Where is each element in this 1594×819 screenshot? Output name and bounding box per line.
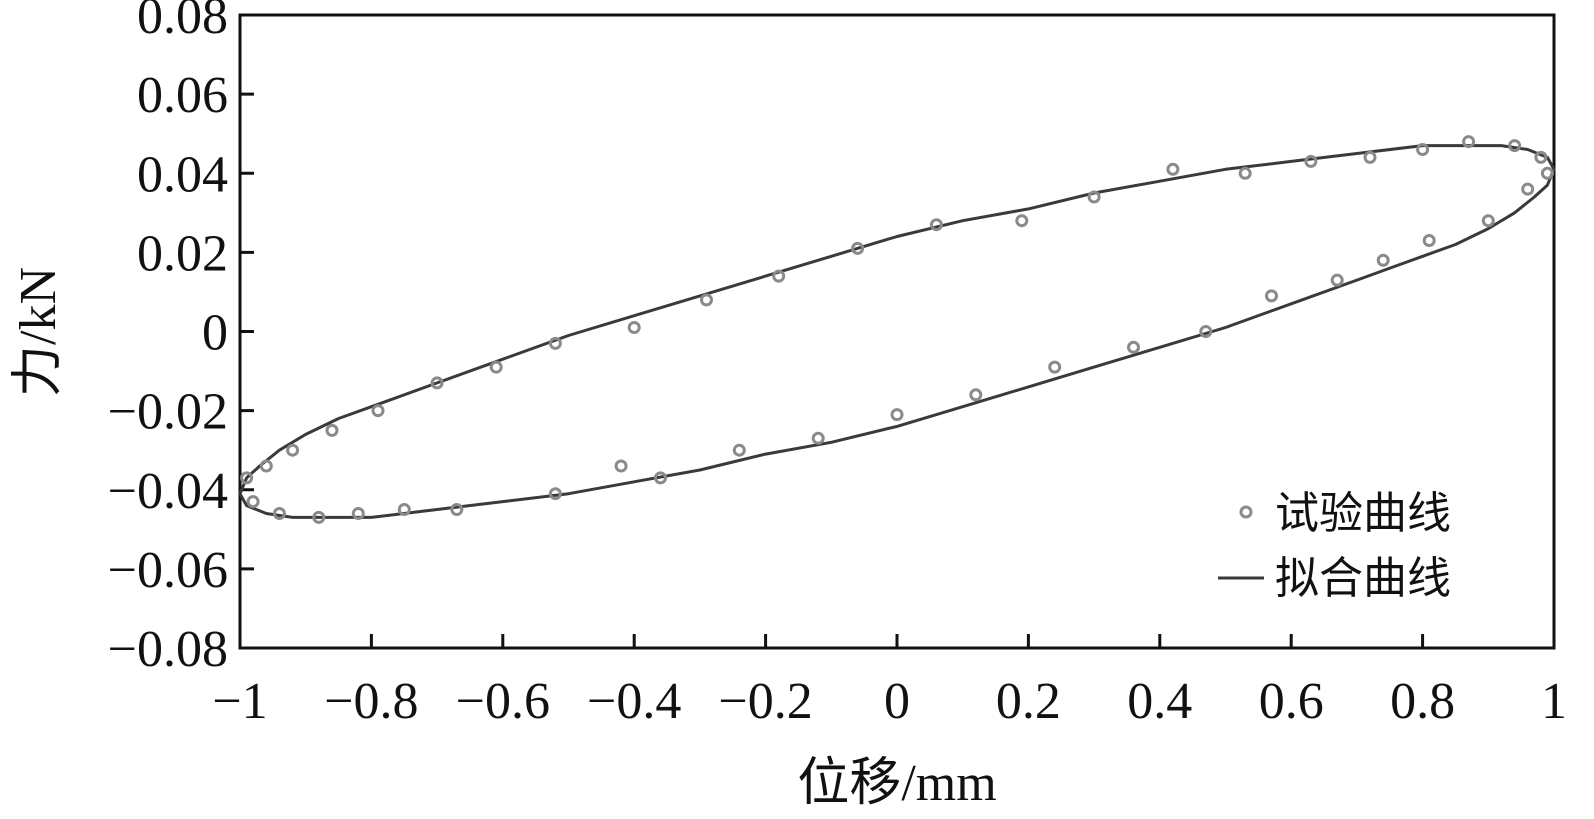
x-tick-label: 0.8 — [1390, 673, 1455, 730]
experiment-data-point — [312, 510, 326, 524]
y-tick-label: −0.08 — [108, 621, 228, 678]
y-axis-ticks: 0.08 0.06 0.04 0.02 0 −0.02 −0.04 −0.06 −0.08 — [108, 0, 254, 678]
x-tick-label: 1 — [1541, 673, 1567, 730]
experiment-data-point — [351, 507, 365, 520]
experiment-data-point — [259, 459, 273, 473]
y-tick-label: 0.04 — [137, 146, 228, 203]
experiment-data-point — [1508, 139, 1522, 153]
y-tick-label: 0 — [202, 305, 228, 362]
series-layer — [238, 135, 1556, 524]
experiment-data-point — [286, 443, 300, 457]
legend-label-fit: 拟合曲线 — [1275, 553, 1451, 604]
experiment-data-point — [397, 503, 411, 516]
experiment-data-point — [325, 423, 339, 437]
experiment-data-point — [1534, 150, 1548, 164]
x-tick-label: −0.8 — [324, 673, 418, 730]
y-tick-label: −0.02 — [108, 384, 228, 441]
experiment-data-point — [1087, 190, 1101, 204]
y-tick-label: 0.02 — [137, 225, 228, 282]
experiment-data-point — [548, 487, 562, 501]
legend-label-experiment: 试验曲线 — [1275, 488, 1451, 539]
x-axis-title: 位移/mm — [797, 755, 996, 812]
experiment-data-point — [1238, 166, 1252, 180]
experiment-data-point — [1422, 234, 1436, 247]
experiment-data-point — [430, 376, 444, 390]
experiment-data-point — [1416, 143, 1430, 156]
experiment-data-point — [890, 408, 904, 422]
experiment-data-point — [548, 336, 562, 350]
experiment-data-point — [1265, 289, 1278, 303]
experiment-data-point — [1015, 214, 1029, 228]
experiment-data-point — [1048, 360, 1062, 374]
experiment-data-point — [1363, 150, 1377, 164]
experiment-data-point — [246, 495, 260, 509]
experiment-data-point — [929, 218, 943, 232]
x-tick-label: −1 — [212, 673, 267, 730]
experiment-data-point — [240, 471, 254, 485]
experiment-data-point — [654, 471, 667, 485]
experiment-data-point — [489, 360, 503, 374]
experiment-data-point — [1521, 182, 1535, 196]
x-tick-label: 0.4 — [1127, 673, 1192, 730]
y-axis-title: 力/kN — [10, 267, 67, 397]
experiment-data-point — [272, 507, 286, 520]
legend: 试验曲线 拟合曲线 — [1218, 488, 1451, 604]
x-tick-label: 0.2 — [996, 673, 1061, 730]
y-tick-label: 0.06 — [137, 67, 228, 124]
experiment-data-point — [1330, 273, 1344, 287]
x-tick-label: 0.6 — [1259, 673, 1324, 730]
experiment-data-point — [1199, 325, 1213, 338]
y-tick-label: −0.06 — [108, 542, 228, 599]
y-tick-label: 0.08 — [137, 0, 228, 45]
experiment-data-point — [1166, 162, 1180, 176]
x-axis-ticks: −1 −0.8 −0.6 −0.4 −0.2 0 0.2 0.4 0.6 0.8 1 — [212, 634, 1567, 730]
x-tick-label: 0 — [884, 673, 910, 730]
experiment-data-point — [969, 388, 983, 402]
x-tick-label: −0.6 — [456, 673, 550, 730]
experiment-data-point — [811, 431, 825, 445]
experiment-data-point — [1462, 135, 1476, 149]
x-tick-label: −0.4 — [587, 673, 681, 730]
fit-curve-line — [238, 144, 1556, 519]
experiment-data-point — [1304, 154, 1318, 168]
experiment-data-point — [1540, 166, 1554, 180]
experiment-data-point — [732, 443, 746, 457]
y-tick-label: −0.04 — [108, 463, 228, 520]
experiment-data-point — [851, 241, 865, 255]
experiment-data-point — [627, 321, 641, 334]
experiment-data-point — [614, 459, 628, 473]
experiment-data-point — [1481, 214, 1495, 228]
experiment-data-point — [772, 269, 786, 283]
experiment-data-point — [450, 503, 464, 516]
x-tick-label: −0.2 — [718, 673, 812, 730]
experiment-data-point — [371, 404, 385, 418]
experiment-data-point — [700, 293, 713, 307]
experiment-data-point — [1376, 253, 1390, 267]
legend-marker-circle-icon — [1239, 505, 1253, 519]
experiment-data-point — [1127, 340, 1140, 354]
